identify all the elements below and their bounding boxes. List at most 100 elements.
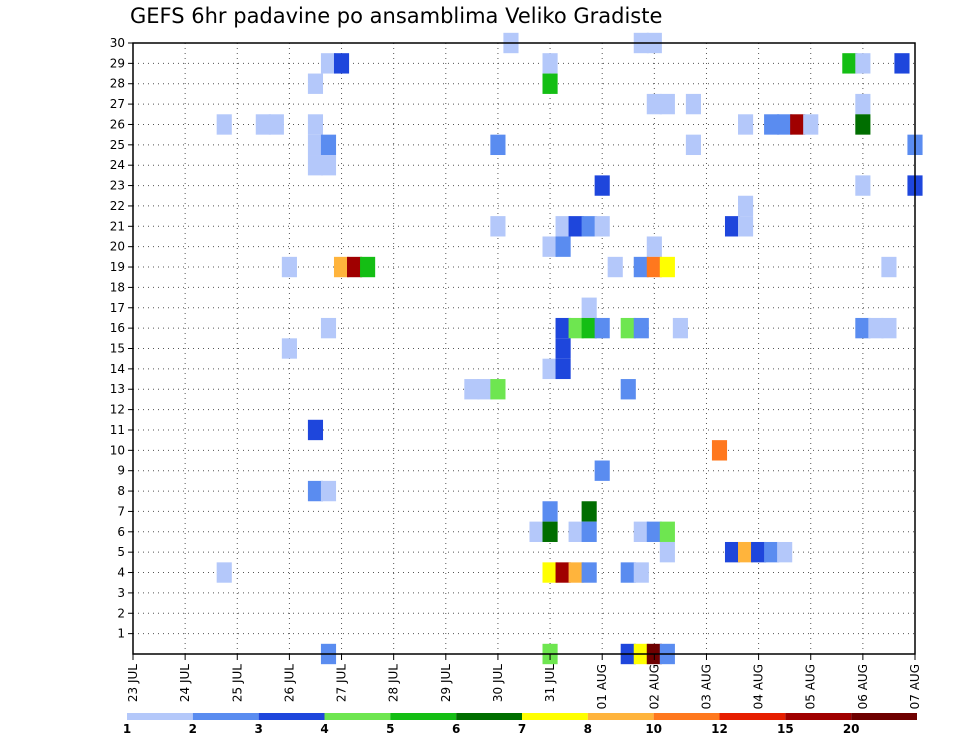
heatmap-cell (581, 297, 597, 318)
heatmap-cell (542, 53, 558, 74)
x-tick-label: 01 AUG (595, 664, 609, 709)
heatmap-cell (490, 134, 506, 156)
y-tick-label: 2 (117, 606, 125, 620)
colorbar-label: 8 (584, 722, 592, 736)
colorbar-segment (390, 713, 457, 720)
heatmap-cell (790, 114, 806, 135)
heatmap-cell (307, 114, 324, 135)
heatmap-cell (268, 114, 284, 135)
heatmap-cell (307, 134, 324, 156)
y-tick-label: 1 (117, 627, 125, 641)
heatmap-cell (568, 562, 584, 583)
heatmap-cell (855, 317, 871, 339)
heatmap-cell (881, 317, 897, 339)
heatmap-cell (568, 521, 584, 542)
y-tick-label: 28 (110, 77, 125, 91)
y-tick-label: 14 (110, 362, 125, 376)
heatmap-cell (581, 521, 597, 542)
x-tick-label: 24 JUL (178, 664, 192, 702)
colorbar-label: 6 (452, 722, 460, 736)
heatmap-cell (320, 155, 337, 176)
x-tick-label: 06 AUG (856, 664, 870, 709)
x-tick-label: 23 JUL (126, 664, 140, 702)
y-tick-label: 17 (110, 301, 125, 315)
heatmap-cell (764, 541, 780, 563)
heatmap-cell (751, 541, 767, 563)
heatmap-cell (307, 155, 324, 176)
heatmap-cell (477, 379, 493, 400)
colorbar-segment (456, 713, 522, 720)
y-tick-label: 15 (110, 342, 125, 356)
heatmap-cell (764, 114, 780, 135)
y-tick-label: 9 (117, 464, 125, 478)
heatmap-cell (542, 501, 558, 522)
heatmap-cell (555, 236, 571, 257)
heatmap-cell (777, 541, 793, 563)
colorbar-segment (785, 713, 852, 720)
x-tick-label: 25 JUL (230, 664, 244, 702)
heatmap-cell (738, 216, 754, 237)
colorbar-label: 4 (320, 722, 328, 736)
y-tick-label: 4 (117, 566, 125, 580)
heatmap-cell (216, 562, 232, 583)
heatmap-cell (868, 317, 884, 339)
heatmap-cell (594, 175, 610, 196)
heatmap-cell (320, 53, 337, 74)
heatmap-cell (724, 541, 741, 563)
y-tick-label: 13 (110, 382, 125, 396)
x-axis-ticks: 23 JUL 24 JUL 25 JUL 26 JUL 27 JUL 28 JUL 29 J… (126, 654, 922, 709)
heatmap-cell (529, 521, 545, 542)
heatmap-cell (855, 175, 871, 196)
y-tick-label: 22 (110, 199, 125, 213)
heatmap-cell (855, 53, 871, 74)
heatmap-cell (307, 73, 324, 94)
colorbar-segment (127, 713, 193, 720)
heatmap-cell (894, 53, 910, 74)
y-tick-label: 7 (117, 504, 125, 518)
heatmap-cell (281, 256, 297, 278)
heatmap-cell (347, 256, 363, 278)
heatmap-cell (581, 562, 597, 583)
heatmap-cell (542, 236, 558, 257)
y-tick-label: 26 (110, 117, 125, 131)
heatmap-cell (555, 358, 571, 380)
heatmap-cell (633, 317, 649, 339)
heatmap-cell (711, 440, 728, 461)
heatmap-cell (777, 114, 793, 135)
heatmap-cell (216, 114, 232, 135)
heatmap-cell (607, 256, 623, 278)
heatmap-cell (659, 93, 675, 115)
x-tick-label: 04 AUG (752, 664, 766, 709)
heatmap-cell (738, 541, 754, 563)
x-tick-label: 03 AUG (699, 664, 713, 709)
x-tick-label: 07 AUG (908, 664, 922, 709)
y-tick-label: 23 (110, 179, 125, 193)
heatmap-cell (568, 317, 584, 339)
x-tick-label: 26 JUL (282, 664, 296, 702)
y-tick-label: 24 (110, 158, 125, 172)
heatmap-cell (646, 256, 662, 278)
y-tick-label: 11 (110, 423, 125, 437)
y-tick-label: 18 (110, 280, 125, 294)
colorbar-segment (719, 713, 786, 720)
heatmap-cell (542, 358, 558, 380)
heatmap-cell (672, 317, 688, 339)
heatmap-cell (659, 521, 675, 542)
heatmap-cell (464, 379, 480, 400)
x-tick-label: 02 AUG (647, 664, 661, 709)
heatmap-cell (594, 460, 610, 481)
heatmap-cell (659, 256, 675, 278)
colorbar-segment (522, 713, 588, 720)
y-tick-label: 20 (110, 240, 125, 254)
chart-title: GEFS 6hr padavine po ansamblima Veliko G… (130, 4, 663, 28)
heatmap-cell (620, 562, 636, 583)
heatmap-cell (646, 521, 662, 542)
colorbar: 1 2 3 4 5 6 7 8 10 12 15 20 (123, 713, 917, 736)
heatmap-cell (333, 256, 350, 278)
heatmap-cell (738, 114, 754, 135)
colorbar-segment (258, 713, 325, 720)
heatmap-cell (281, 338, 297, 359)
x-tick-label: 05 AUG (804, 664, 818, 709)
heatmap-cell (724, 216, 741, 237)
